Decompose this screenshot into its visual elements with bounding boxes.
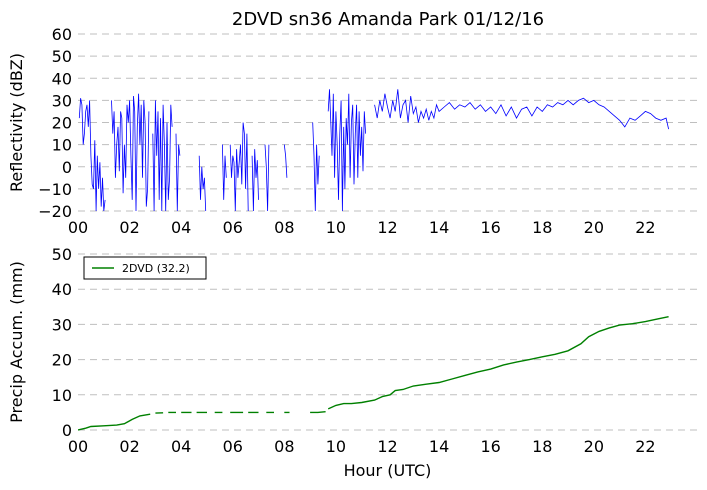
x-tick-label: 16	[480, 437, 500, 456]
y-tick-label: 20	[52, 114, 72, 133]
x-tick-label: 04	[171, 218, 191, 237]
y-tick-label: 10	[52, 386, 72, 405]
x-tick-label: 04	[171, 437, 191, 456]
y-tick-label: 0	[62, 158, 72, 177]
y-axis-label: Reflectivity (dBZ)	[7, 53, 26, 192]
x-tick-label: 08	[274, 218, 294, 237]
y-tick-label: 10	[52, 136, 72, 155]
x-tick-label: 18	[532, 437, 552, 456]
x-tick-label: 10	[326, 437, 346, 456]
x-tick-label: 16	[480, 218, 500, 237]
legend-box	[83, 256, 207, 280]
x-tick-label: 06	[223, 437, 243, 456]
x-tick-label: 22	[635, 437, 655, 456]
y-tick-label: 60	[52, 25, 72, 44]
y-tick-label: 40	[52, 69, 72, 88]
legend: 2DVD (32.2)	[83, 256, 207, 280]
figure-title: 2DVD sn36 Amanda Park 01/12/16	[232, 9, 544, 30]
x-tick-label: 06	[223, 218, 243, 237]
x-tick-label: 12	[377, 437, 397, 456]
x-tick-label: 18	[532, 218, 552, 237]
y-axis-label: Precip Accum. (mm)	[7, 261, 26, 423]
x-axis-label: Hour (UTC)	[344, 461, 432, 480]
y-tick-label: 40	[52, 280, 72, 299]
x-tick-label: 22	[635, 218, 655, 237]
y-tick-label: 50	[52, 47, 72, 66]
x-tick-label: 02	[119, 218, 139, 237]
x-tick-label: 14	[429, 218, 449, 237]
y-tick-label: −20	[38, 202, 72, 221]
x-tick-label: 12	[377, 218, 397, 237]
y-tick-label: −10	[38, 180, 72, 199]
accumulation-series-line	[78, 316, 669, 431]
y-tick-label: 20	[52, 351, 72, 370]
precip-accumulation-panel: 0 10 20 30 40 50 00 02 04 06 08 10 12 14 16 18 20 22 Preci…	[7, 245, 697, 480]
legend-label: 2DVD (32.2)	[122, 262, 190, 275]
y-tick-label: 30	[52, 315, 72, 334]
x-tick-label: 08	[274, 437, 294, 456]
x-tick-label: 20	[584, 437, 604, 456]
x-tick-label: 00	[68, 218, 88, 237]
x-tick-label: 14	[429, 437, 449, 456]
x-tick-label: 02	[119, 437, 139, 456]
y-tick-label: 0	[62, 421, 72, 440]
x-tick-label: 00	[68, 437, 88, 456]
reflectivity-panel: −20 −10 0 10 20 30 40 50 60 00 02 04 06 08 10 12 14 16 18 2…	[7, 25, 697, 237]
reflectivity-series-line	[78, 89, 669, 212]
x-tick-label: 20	[584, 218, 604, 237]
x-tick-label: 10	[326, 218, 346, 237]
y-tick-label: 30	[52, 91, 72, 110]
y-tick-label: 50	[52, 245, 72, 264]
